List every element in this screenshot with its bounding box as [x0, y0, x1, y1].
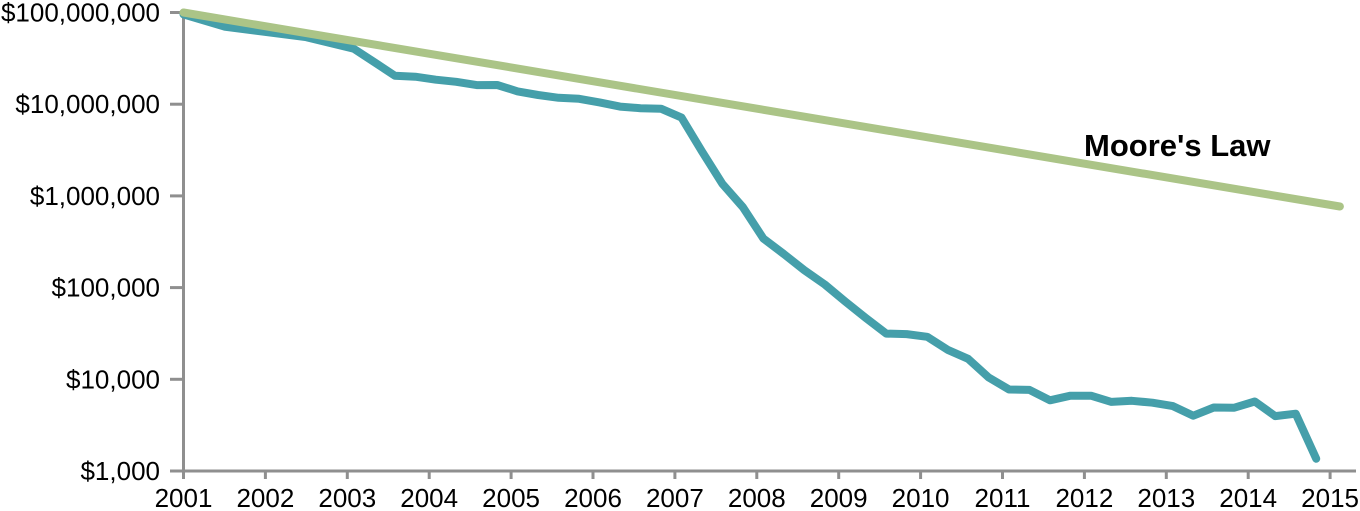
- moores-law-line: [179, 8, 1344, 211]
- x-axis-tick-label: 2008: [728, 483, 786, 511]
- x-axis-tick-label: 2002: [236, 483, 294, 511]
- y-axis-tick-label: $100,000: [52, 273, 160, 303]
- moore-law-annotation: Moore's Law: [1084, 128, 1271, 163]
- cost-per-genome-line: [179, 10, 1321, 463]
- y-axis-tick-label: $1,000,000: [30, 181, 160, 211]
- x-axis-tick-label: 2003: [318, 483, 376, 511]
- x-axis-tick-label: 2004: [400, 483, 458, 511]
- x-axis-tick-label: 2007: [646, 483, 704, 511]
- x-axis-tick-label: 2011: [975, 483, 1031, 511]
- y-axis-tick-label: $1,000: [80, 456, 160, 486]
- x-axis-tick-label: 2013: [1137, 483, 1195, 511]
- x-axis-tick-label: 2005: [482, 483, 540, 511]
- x-axis-tick-label: 2001: [155, 483, 213, 511]
- y-axis-tick-label: $10,000: [66, 364, 160, 394]
- y-axis-tick-label: $10,000,000: [15, 89, 160, 119]
- x-axis-tick-label: 2014: [1219, 483, 1277, 511]
- x-axis-tick-label: 2015: [1301, 483, 1359, 511]
- x-axis-tick-label: 2010: [892, 483, 950, 511]
- x-axis-tick-label: 2006: [564, 483, 622, 511]
- x-axis-tick-label: 2012: [1055, 483, 1113, 511]
- x-axis-tick-label: 2009: [810, 483, 868, 511]
- y-axis-tick-label: $100,000,000: [1, 0, 160, 28]
